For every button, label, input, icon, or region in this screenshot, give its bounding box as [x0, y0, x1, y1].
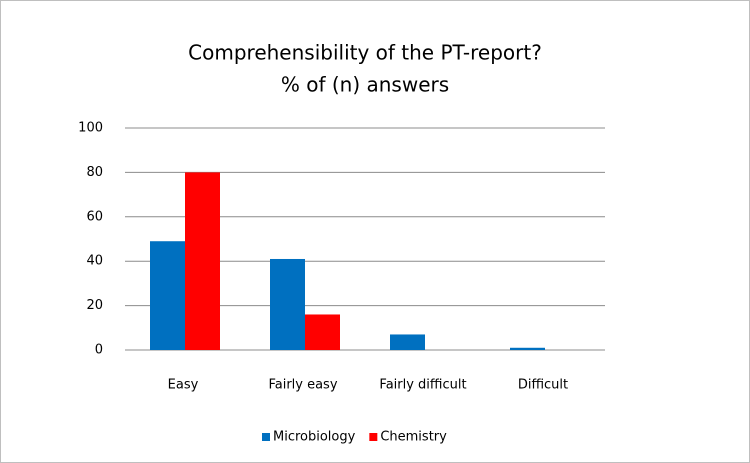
y-tick-label: 20 — [86, 298, 103, 313]
y-tick-label: 60 — [86, 209, 103, 224]
x-tick-label: Difficult — [518, 378, 568, 393]
legend-swatch — [262, 433, 270, 441]
x-tick-label: Fairly difficult — [379, 378, 466, 393]
x-tick-label: Fairly easy — [268, 378, 337, 393]
bar — [510, 347, 545, 350]
bar — [305, 314, 340, 350]
bar — [150, 241, 185, 350]
bar — [185, 172, 220, 350]
x-tick-label: Easy — [168, 378, 199, 393]
legend-label: Microbiology — [273, 430, 356, 445]
y-tick-label: 100 — [78, 121, 103, 136]
y-tick-label: 40 — [86, 254, 103, 269]
chart-title: Comprehensibility of the PT-report? — [188, 41, 542, 65]
chart-subtitle: % of (n) answers — [281, 73, 449, 97]
bar — [270, 258, 305, 350]
bar — [390, 334, 425, 350]
legend-label: Chemistry — [380, 430, 447, 445]
y-tick-label: 0 — [95, 343, 103, 358]
legend-swatch — [369, 433, 378, 441]
y-tick-label: 80 — [86, 165, 103, 180]
